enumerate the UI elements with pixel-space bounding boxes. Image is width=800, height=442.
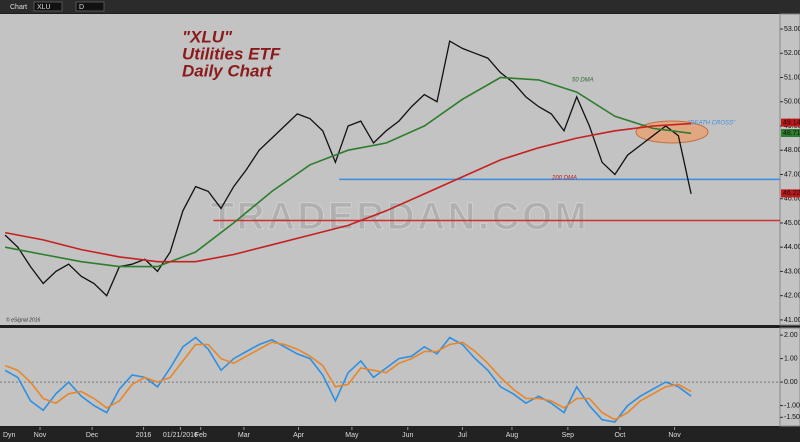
- annotation: 50 DMA: [572, 78, 594, 84]
- y-tick-label: -1.50: [784, 414, 800, 421]
- y-tick-label: 41.00: [784, 317, 800, 324]
- annotation: 200 DMA: [551, 176, 577, 182]
- y-tick-label: 44.00: [784, 244, 800, 251]
- date-axis: [0, 427, 800, 442]
- y-tick-label: 48.00: [784, 147, 800, 154]
- x-tick-label: Aug: [506, 432, 519, 439]
- x-tick-label: Jul: [458, 432, 467, 439]
- x-tick-label: Jun: [402, 432, 413, 439]
- series-line: [4, 76, 692, 268]
- x-tick-label: May: [345, 432, 359, 439]
- y-tick-label: 1.00: [784, 355, 798, 362]
- x-tick-label: Mar: [238, 432, 251, 439]
- y-tick-label: 50.00: [784, 99, 800, 106]
- y-tick-label: 2.00: [784, 332, 798, 339]
- price-tag: [781, 189, 800, 198]
- window-title: Chart: [10, 4, 27, 11]
- x-tick-label: Apr: [293, 432, 305, 439]
- x-tick-label: Sep: [562, 432, 575, 439]
- x-tick-label: Nov: [34, 432, 47, 439]
- chart-title: Daily Chart: [182, 61, 273, 80]
- price-tag-label: 49.14: [783, 119, 800, 126]
- interval-box[interactable]: [75, 1, 105, 12]
- y-tick-label: 43.00: [784, 268, 800, 275]
- series-line: [4, 341, 692, 421]
- annotation: "DEATH CROSS": [688, 121, 736, 127]
- symbol-box[interactable]: [33, 1, 63, 12]
- title-bar: [0, 0, 800, 13]
- series-line: [4, 122, 692, 263]
- price-tag: [781, 129, 800, 138]
- symbol[interactable]: XLU: [37, 4, 51, 11]
- y-tick-label: 0.00: [784, 379, 798, 386]
- y-tick-label: 45.00: [784, 220, 800, 227]
- chart-title: Utilities ETF: [182, 44, 281, 63]
- x-tick-label: Oct: [614, 432, 625, 439]
- price-axis: [779, 13, 800, 326]
- x-tick-label: Dec: [86, 432, 99, 439]
- oscillator-panel: [0, 328, 780, 426]
- price-tag-label: 48.71: [783, 130, 800, 137]
- y-tick-label: 52.00: [784, 50, 800, 57]
- chart-title: "XLU": [182, 27, 233, 46]
- price-tag-label: 46.22: [783, 190, 800, 197]
- y-tick-label: -1.00: [784, 402, 800, 409]
- y-tick-label: 47.00: [784, 171, 800, 178]
- x-tick-label: 01/21/2016: [163, 432, 198, 439]
- y-tick-label: 53.00: [784, 26, 800, 33]
- interval[interactable]: D: [79, 4, 84, 11]
- watermark: TRADERDAN.COM: [211, 196, 590, 238]
- x-tick-label: 2016: [136, 432, 152, 439]
- x-tick-label: Nov: [668, 432, 681, 439]
- y-tick-label: 46.00: [784, 196, 800, 203]
- y-tick-label: 51.00: [784, 74, 800, 81]
- annotation: © eSignal 2016: [6, 316, 40, 323]
- scale-mode: Dyn: [3, 432, 16, 439]
- price-tag: [781, 118, 800, 127]
- price-panel: [0, 14, 780, 325]
- series-line: [4, 336, 692, 423]
- y-tick-label: 42.00: [784, 293, 800, 300]
- oscillator-axis: [779, 327, 800, 427]
- x-tick-label: Feb: [195, 432, 207, 439]
